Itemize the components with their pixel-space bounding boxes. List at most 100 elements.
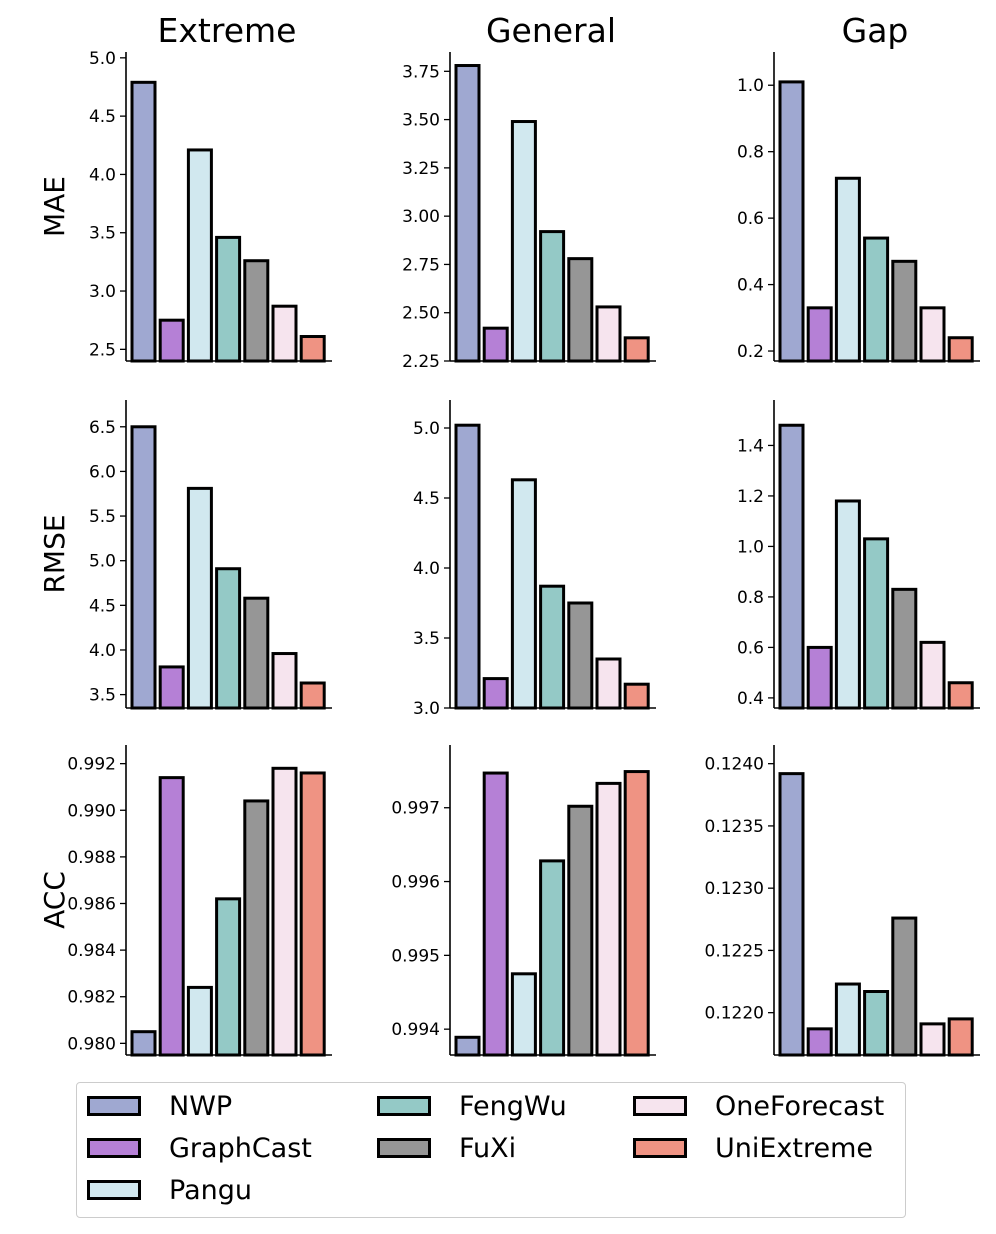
legend-label: Pangu (169, 1174, 252, 1206)
y-tick-label: 0.990 (67, 801, 116, 821)
y-tick-label: 0.995 (391, 946, 440, 966)
bar-graphcast (158, 318, 185, 363)
bar-graphcast (806, 1027, 833, 1057)
y-tick-label: 0.4 (737, 276, 764, 296)
y-tick-label: 0.4 (737, 689, 764, 709)
y-tick-label: 0.1240 (705, 755, 764, 775)
bar-oneforecast (271, 304, 298, 363)
bar-graphcast (482, 677, 509, 710)
bar-nwp (454, 423, 481, 710)
y-tick-label: 0.980 (67, 1034, 116, 1054)
bar-oneforecast (919, 1022, 946, 1057)
panel-rmse-extreme: 3.5 4.0 4.5 5.0 5.5 6.0 6.5 (89, 400, 332, 710)
y-tick-label: 0.988 (67, 848, 116, 868)
legend-swatch (87, 1096, 141, 1116)
legend-label: OneForecast (715, 1090, 885, 1122)
bar-nwp (130, 1030, 157, 1057)
y-tick-label: 2.5 (89, 340, 116, 360)
bar-uniextreme (623, 682, 650, 710)
y-tick-label: 6.0 (89, 462, 116, 482)
y-tick-label: 5.5 (89, 507, 116, 527)
legend-swatch (377, 1138, 431, 1158)
bar-fengwu (863, 537, 890, 710)
legend: NWP GraphCast Pangu FengWu FuXi OneForecast Un… (76, 1082, 906, 1218)
bar-fuxi (891, 259, 918, 363)
bar-pangu (834, 982, 861, 1057)
bar-pangu (834, 176, 861, 363)
y-tick-label: 0.1230 (705, 879, 764, 899)
y-tick-label: 2.50 (402, 304, 440, 324)
bar-nwp (778, 423, 805, 710)
y-tick-label: 5.0 (89, 552, 116, 572)
panel-rmse-gap: 0.4 0.6 0.8 1.0 1.2 1.4 (737, 400, 980, 710)
bar-fuxi (567, 601, 594, 710)
legend-item-fengwu: FengWu (377, 1090, 567, 1122)
legend-label: NWP (169, 1090, 233, 1122)
y-tick-label: 1.0 (737, 537, 764, 557)
bar-fengwu (215, 235, 242, 363)
panel-acc-gap: 0.1220 0.1225 0.1230 0.1235 0.1240 (705, 745, 980, 1057)
y-tick-label: 0.6 (737, 209, 764, 229)
y-tick-label: 0.1220 (705, 1004, 764, 1024)
bar-fuxi (567, 804, 594, 1057)
bar-graphcast (482, 771, 509, 1057)
bar-oneforecast (919, 306, 946, 363)
bar-nwp (454, 1035, 481, 1057)
bar-pangu (186, 486, 213, 710)
legend-label: GraphCast (169, 1132, 312, 1164)
y-tick-label: 0.6 (737, 638, 764, 658)
y-tick-label: 2.75 (402, 255, 440, 275)
bar-nwp (778, 772, 805, 1057)
y-tick-label: 0.8 (737, 588, 764, 608)
bar-uniextreme (947, 681, 974, 710)
bar-fengwu (863, 236, 890, 363)
bar-oneforecast (595, 305, 622, 363)
legend-label: FuXi (459, 1132, 517, 1164)
bar-fuxi (243, 259, 270, 363)
y-tick-label: 0.8 (737, 143, 764, 163)
panel-mae-gap: 0.2 0.4 0.6 0.8 1.0 (737, 52, 980, 363)
y-tick-label: 3.25 (402, 159, 440, 179)
bar-graphcast (158, 776, 185, 1057)
y-tick-label: 5.0 (89, 49, 116, 69)
bar-nwp (778, 80, 805, 363)
bar-nwp (130, 80, 157, 363)
y-tick-label: 0.986 (67, 894, 116, 914)
bar-fuxi (891, 587, 918, 710)
y-tick-label: 0.996 (391, 873, 440, 893)
bar-oneforecast (595, 781, 622, 1057)
bar-fuxi (567, 257, 594, 363)
y-tick-label: 0.2 (737, 342, 764, 362)
legend-label: FengWu (459, 1090, 567, 1122)
y-tick-label: 0.1235 (705, 817, 764, 837)
bar-uniextreme (299, 771, 326, 1057)
legend-item-uniextreme: UniExtreme (633, 1132, 874, 1164)
bar-pangu (186, 148, 213, 363)
y-tick-label: 4.0 (89, 165, 116, 185)
legend-label: UniExtreme (715, 1132, 874, 1164)
y-tick-label: 1.0 (737, 76, 764, 96)
bar-fengwu (863, 990, 890, 1057)
bar-nwp (454, 64, 481, 363)
legend-swatch (377, 1096, 431, 1116)
panel-rmse-general: 3.0 3.5 4.0 4.5 5.0 (413, 400, 656, 719)
y-tick-label: 4.0 (89, 641, 116, 661)
row-label-mae: MAE (38, 176, 71, 237)
legend-swatch (633, 1096, 687, 1116)
panel-acc-general: 0.994 0.995 0.996 0.997 (391, 745, 656, 1057)
bar-pangu (834, 499, 861, 710)
bar-uniextreme (947, 1017, 974, 1057)
y-tick-label: 5.0 (413, 419, 440, 439)
bar-fuxi (891, 916, 918, 1057)
bar-pangu (186, 985, 213, 1057)
legend-item-nwp: NWP (87, 1090, 233, 1122)
y-tick-label: 1.2 (737, 487, 764, 507)
bar-uniextreme (623, 336, 650, 363)
y-tick-label: 6.5 (89, 418, 116, 438)
y-tick-label: 0.982 (67, 988, 116, 1008)
y-tick-label: 0.994 (391, 1020, 440, 1040)
bar-graphcast (806, 645, 833, 710)
row-label-rmse: RMSE (38, 514, 71, 593)
bar-fengwu (215, 897, 242, 1057)
